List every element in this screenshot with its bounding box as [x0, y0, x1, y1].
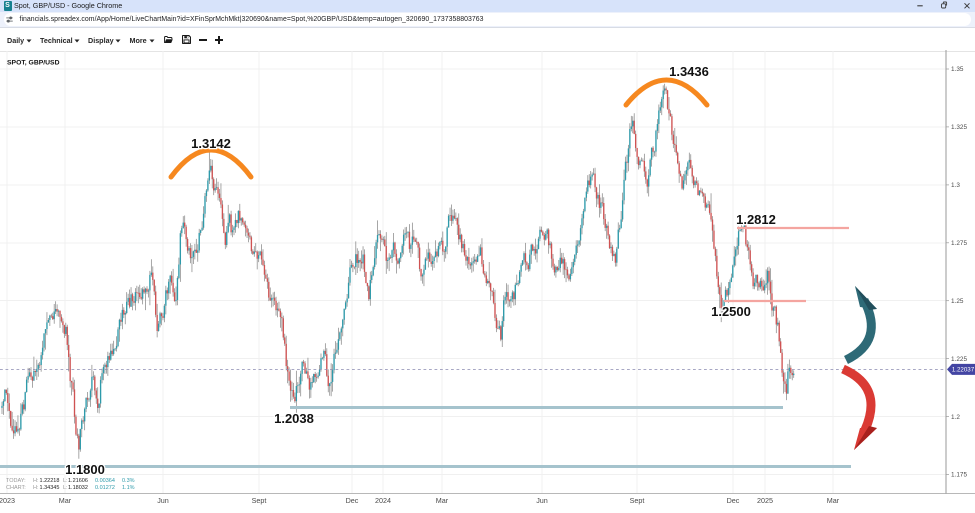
svg-text:0.3%: 0.3%: [122, 478, 135, 484]
svg-text:1.2500: 1.2500: [711, 304, 751, 319]
svg-text:1.175: 1.175: [951, 472, 967, 479]
svg-text:L:: L:: [63, 485, 68, 491]
svg-text:1.22218: 1.22218: [40, 478, 60, 484]
svg-text:2024: 2024: [375, 496, 391, 505]
svg-text:Jun: Jun: [536, 496, 548, 505]
svg-text:1.3: 1.3: [951, 182, 960, 189]
svg-text:0.01272: 0.01272: [95, 485, 115, 491]
svg-text:1.2038: 1.2038: [274, 411, 314, 426]
svg-text:1.18032: 1.18032: [68, 485, 88, 491]
svg-text:Sept: Sept: [252, 496, 267, 505]
svg-text:Jun: Jun: [157, 496, 169, 505]
svg-text:1.3142: 1.3142: [191, 136, 231, 151]
svg-text:L:: L:: [63, 478, 68, 484]
svg-text:H:: H:: [33, 478, 39, 484]
svg-text:TODAY:: TODAY:: [6, 478, 26, 484]
svg-text:Mar: Mar: [59, 496, 72, 505]
svg-text:Dec: Dec: [727, 496, 740, 505]
svg-text:1.35: 1.35: [951, 66, 964, 73]
svg-text:0.00364: 0.00364: [95, 478, 115, 484]
svg-text:Mar: Mar: [436, 496, 449, 505]
svg-text:2025: 2025: [757, 496, 773, 505]
svg-text:CHART:: CHART:: [6, 485, 26, 491]
svg-text:1.22037: 1.22037: [952, 367, 975, 374]
svg-text:1.325: 1.325: [951, 124, 967, 131]
svg-text:1.3436: 1.3436: [669, 64, 709, 79]
svg-text:1.2: 1.2: [951, 414, 960, 421]
svg-text:1.225: 1.225: [951, 356, 967, 363]
svg-text:1.34345: 1.34345: [40, 485, 60, 491]
svg-text:1.275: 1.275: [951, 240, 967, 247]
svg-text:Mar: Mar: [827, 496, 840, 505]
svg-text:1.21606: 1.21606: [68, 478, 88, 484]
svg-text:H:: H:: [33, 485, 39, 491]
svg-text:SPOT, GBP/USD: SPOT, GBP/USD: [7, 60, 60, 67]
svg-text:1.1%: 1.1%: [122, 485, 135, 491]
svg-text:2023: 2023: [0, 496, 15, 505]
svg-text:1.25: 1.25: [951, 298, 964, 305]
svg-text:Dec: Dec: [346, 496, 359, 505]
svg-text:1.1800: 1.1800: [65, 462, 105, 477]
svg-text:1.2812: 1.2812: [736, 212, 776, 227]
svg-text:Sept: Sept: [630, 496, 645, 505]
